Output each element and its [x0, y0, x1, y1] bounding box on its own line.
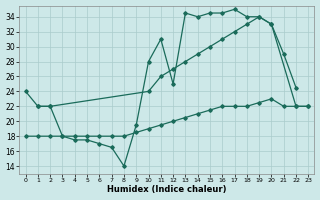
- X-axis label: Humidex (Indice chaleur): Humidex (Indice chaleur): [107, 185, 227, 194]
